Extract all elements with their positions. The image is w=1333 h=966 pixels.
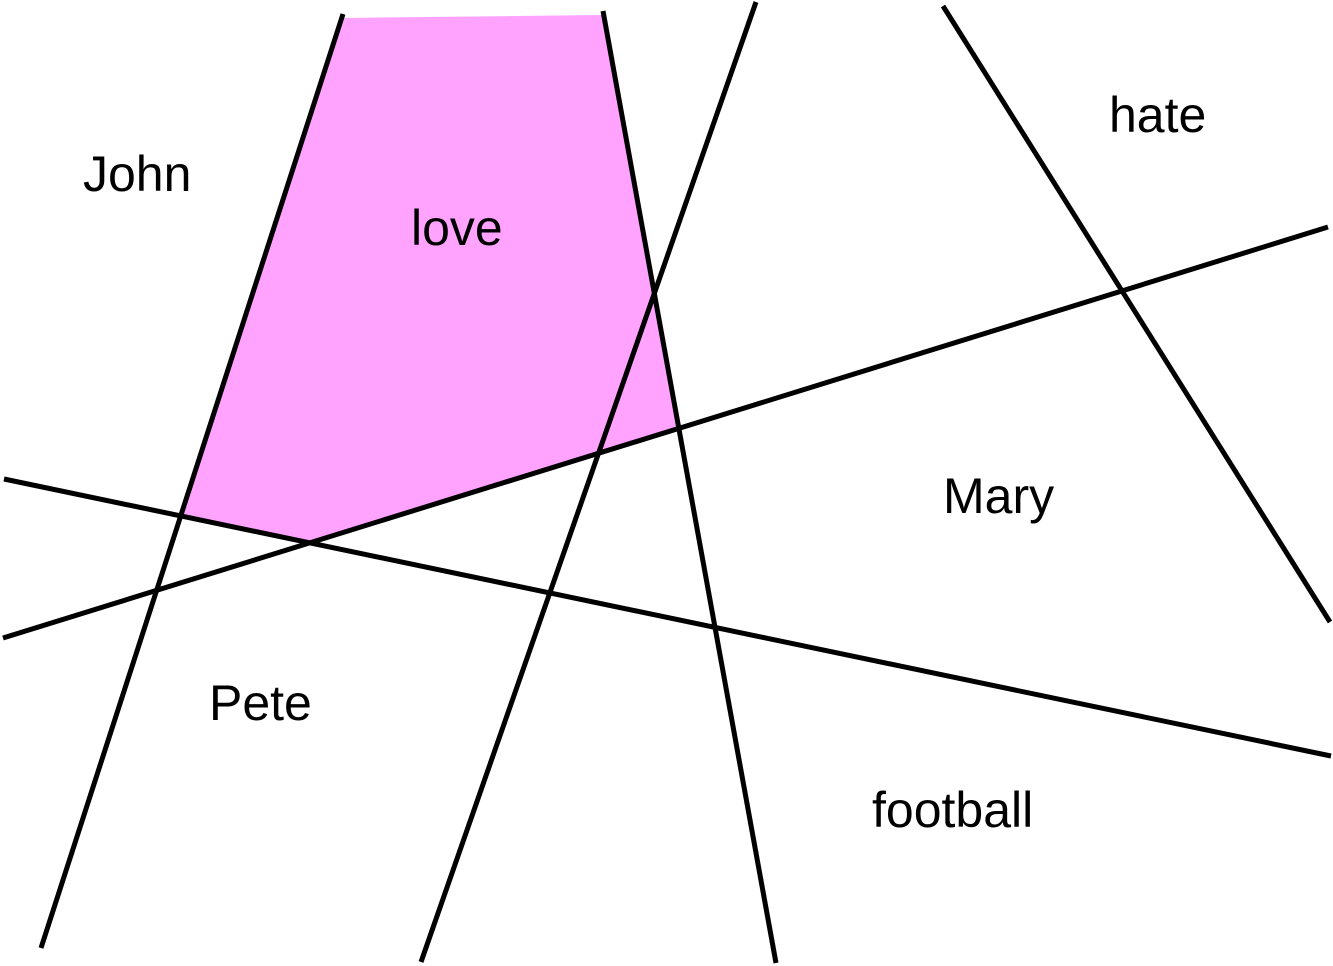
label-mary: Mary (943, 468, 1054, 524)
label-john: John (83, 146, 191, 202)
love-region (180, 15, 677, 543)
divider-line-3 (418, 1, 759, 963)
label-football: football (872, 782, 1033, 838)
divider-line-5 (3, 476, 1332, 759)
divider-line-2 (600, 10, 779, 964)
label-love: love (411, 200, 503, 256)
label-pete: Pete (209, 675, 312, 731)
divider-line-6 (2, 224, 1329, 641)
divider-line-1 (38, 13, 346, 949)
divider-line-4 (940, 4, 1333, 624)
label-hate: hate (1109, 87, 1206, 143)
